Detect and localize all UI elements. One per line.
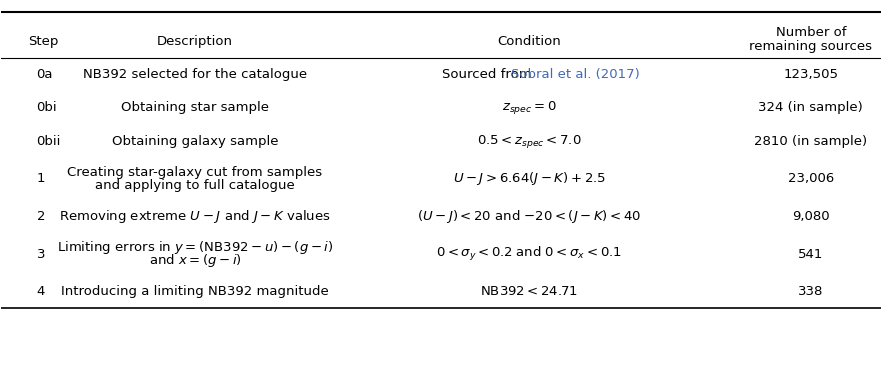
Text: Limiting errors in $y = (\mathrm{NB392}-u) - (g - i)$: Limiting errors in $y = (\mathrm{NB392}-… [57,239,333,256]
Text: 9,080: 9,080 [792,210,829,223]
Text: Condition: Condition [498,35,561,48]
Text: $U - J > 6.64(J - K) + 2.5$: $U - J > 6.64(J - K) + 2.5$ [453,170,605,187]
Text: $0 < \sigma_y < 0.2$ and $0 < \sigma_x < 0.1$: $0 < \sigma_y < 0.2$ and $0 < \sigma_x <… [436,245,622,263]
Text: 123,505: 123,505 [783,68,838,81]
Text: Obtaining star sample: Obtaining star sample [121,101,269,114]
Text: 2810 (in sample): 2810 (in sample) [754,135,868,148]
Text: $0.5 < z_{spec} < 7.0$: $0.5 < z_{spec} < 7.0$ [477,133,581,150]
Text: Sourced from: Sourced from [442,68,536,81]
Text: Step: Step [28,35,58,48]
Text: 3: 3 [36,247,45,261]
Text: Description: Description [157,35,233,48]
Text: 0bi: 0bi [36,101,57,114]
Text: $z_{spec} = 0$: $z_{spec} = 0$ [502,99,557,116]
Text: 1: 1 [36,172,45,185]
Text: Creating star-galaxy cut from samples: Creating star-galaxy cut from samples [68,166,323,179]
Text: Obtaining galaxy sample: Obtaining galaxy sample [112,135,278,148]
Text: Sobral et al. (2017): Sobral et al. (2017) [511,68,639,81]
Text: 541: 541 [798,247,823,261]
Text: 338: 338 [798,285,823,298]
Text: remaining sources: remaining sources [749,40,872,53]
Text: 324 (in sample): 324 (in sample) [758,101,863,114]
Text: 0bii: 0bii [36,135,61,148]
Text: 4: 4 [36,285,45,298]
Text: Introducing a limiting NB392 magnitude: Introducing a limiting NB392 magnitude [61,285,329,298]
Text: 2: 2 [36,210,45,223]
Text: Number of: Number of [775,26,846,39]
Text: and applying to full catalogue: and applying to full catalogue [95,179,295,192]
Text: and $x = (g - i)$: and $x = (g - i)$ [148,252,241,269]
Text: $(U - J) < 20$ and $-20 < (J - K) < 40$: $(U - J) < 20$ and $-20 < (J - K) < 40$ [417,208,642,225]
Text: 0a: 0a [36,68,53,81]
Text: NB392 selected for the catalogue: NB392 selected for the catalogue [83,68,307,81]
Text: Removing extreme $U - J$ and $J - K$ values: Removing extreme $U - J$ and $J - K$ val… [59,208,331,225]
Text: $\mathrm{NB392} < 24.71$: $\mathrm{NB392} < 24.71$ [480,285,579,298]
Text: 23,006: 23,006 [788,172,834,185]
